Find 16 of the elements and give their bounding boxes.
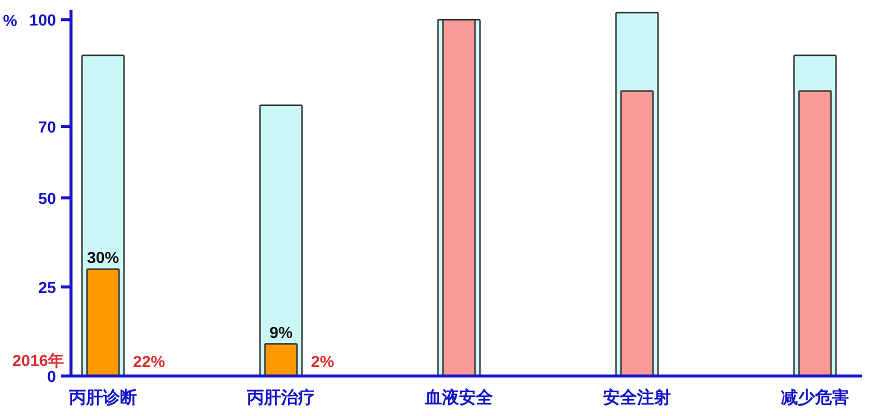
x-tick-label: 丙肝治疗 [246, 388, 315, 407]
y-tick-label: 70 [38, 120, 56, 137]
y-tick-label: 25 [38, 280, 56, 297]
annotation: 22% [133, 354, 166, 371]
x-tick-label: 血液安全 [424, 388, 494, 407]
y-tick-label: 50 [38, 190, 56, 208]
y-tick-label: 0 [47, 369, 56, 386]
y-axis-title: % [3, 13, 18, 30]
x-tick-label: 安全注射 [603, 388, 671, 407]
annotation: 2016年 [12, 352, 64, 370]
annotation: 2% [311, 354, 334, 371]
data-label: 30% [86, 250, 120, 268]
y-tick-label: 100 [29, 12, 56, 30]
data-label: 9% [269, 324, 293, 342]
x-tick-label: 丙肝诊断 [68, 388, 137, 407]
x-tick-label: 减少危害 [781, 388, 849, 407]
